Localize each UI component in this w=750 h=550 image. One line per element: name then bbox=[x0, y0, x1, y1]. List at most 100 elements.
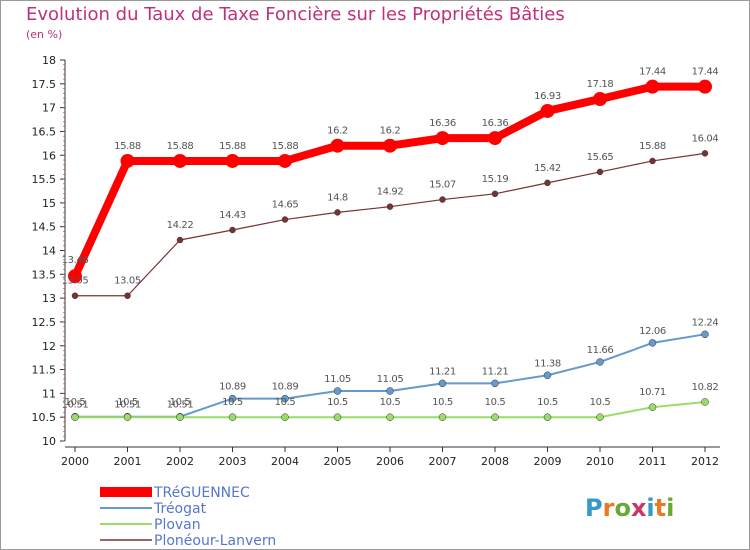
data-label-1: 12.24 bbox=[692, 317, 719, 328]
legend-label-3: Plonéour-Lanvern bbox=[154, 533, 276, 549]
data-point-0 bbox=[435, 131, 450, 146]
data-point-1 bbox=[281, 394, 289, 403]
data-label-3: 15.07 bbox=[429, 180, 456, 191]
data-point-0 bbox=[68, 269, 82, 284]
data-point-1 bbox=[596, 358, 604, 366]
data-label-2: 10.5 bbox=[380, 397, 401, 408]
data-point-2 bbox=[701, 398, 709, 406]
data-label-3: 15.88 bbox=[639, 141, 666, 152]
y-tick-label: 15 bbox=[42, 197, 56, 210]
x-tick-label: 2006 bbox=[376, 455, 404, 468]
data-label-1: 11.05 bbox=[377, 374, 404, 385]
logo-letter: x bbox=[631, 494, 647, 522]
data-label-2: 10.5 bbox=[222, 397, 243, 408]
data-label-1: 10.51 bbox=[114, 400, 141, 411]
data-label-3: 16.04 bbox=[692, 133, 719, 144]
data-label-1: 10.51 bbox=[167, 400, 194, 411]
y-tick-label: 14 bbox=[42, 245, 56, 258]
data-label-2: 10.71 bbox=[639, 387, 666, 398]
data-label-0: 17.44 bbox=[639, 67, 666, 78]
x-tick-label: 2007 bbox=[429, 455, 457, 468]
x-tick-label: 2012 bbox=[691, 455, 719, 468]
legend-label-0: TRéGUENNEC bbox=[153, 485, 250, 501]
data-point-0 bbox=[225, 153, 240, 168]
data-point-3 bbox=[334, 209, 341, 216]
data-point-3 bbox=[229, 226, 236, 234]
data-point-0 bbox=[278, 153, 292, 168]
data-label-1: 11.21 bbox=[429, 366, 456, 377]
data-label-0: 17.18 bbox=[587, 79, 614, 90]
data-point-0 bbox=[120, 153, 135, 168]
data-label-0: 16.36 bbox=[429, 118, 456, 129]
data-label-2: 10.5 bbox=[485, 397, 506, 408]
data-label-1: 10.89 bbox=[272, 382, 299, 393]
data-point-3 bbox=[701, 150, 709, 157]
data-point-2 bbox=[228, 413, 237, 421]
y-tick-label: 17 bbox=[42, 102, 56, 115]
data-label-0: 16.36 bbox=[482, 118, 509, 129]
chart-title: Evolution du Taux de Taxe Foncière sur l… bbox=[26, 4, 565, 25]
data-label-0: 16.93 bbox=[534, 91, 561, 102]
y-tick-label: 10 bbox=[42, 435, 56, 448]
data-point-1 bbox=[228, 394, 237, 403]
y-axis-unit-label: (en %) bbox=[26, 28, 63, 41]
data-label-1: 11.66 bbox=[587, 345, 614, 356]
logo-letter: r bbox=[603, 494, 615, 522]
data-point-1 bbox=[701, 330, 709, 339]
data-point-3 bbox=[439, 196, 446, 203]
data-point-1 bbox=[648, 339, 657, 347]
y-tick-label: 13 bbox=[42, 292, 56, 305]
data-point-3 bbox=[596, 168, 604, 176]
x-tick-label: 2000 bbox=[61, 455, 89, 468]
data-point-2 bbox=[386, 413, 394, 421]
data-label-3: 14.92 bbox=[377, 187, 404, 198]
data-point-3 bbox=[281, 216, 289, 223]
data-point-2 bbox=[71, 413, 79, 421]
x-tick-label: 2010 bbox=[586, 455, 614, 468]
data-point-1 bbox=[386, 387, 394, 395]
data-label-1: 10.89 bbox=[219, 382, 246, 393]
data-label-1: 11.05 bbox=[324, 374, 351, 385]
data-label-3: 14.65 bbox=[272, 200, 299, 211]
data-point-3 bbox=[649, 157, 656, 165]
y-tick-label: 16.5 bbox=[32, 125, 57, 138]
data-label-0: 15.88 bbox=[167, 141, 194, 152]
data-label-2: 10.5 bbox=[275, 397, 296, 408]
data-label-2: 10.5 bbox=[170, 397, 191, 408]
x-tick-label: 2004 bbox=[271, 455, 299, 468]
data-point-2 bbox=[176, 413, 184, 421]
data-point-0 bbox=[173, 153, 187, 168]
data-label-0: 16.2 bbox=[327, 126, 348, 137]
data-point-3 bbox=[176, 236, 184, 244]
x-tick-label: 2001 bbox=[114, 455, 142, 468]
data-label-3: 14.43 bbox=[219, 210, 246, 221]
data-point-1 bbox=[543, 371, 552, 380]
data-label-3: 15.65 bbox=[587, 152, 614, 163]
legend-label-1: Tréogat bbox=[153, 501, 207, 517]
data-point-0 bbox=[383, 138, 397, 153]
data-label-2: 10.5 bbox=[537, 397, 558, 408]
legend-label-2: Plovan bbox=[154, 517, 201, 533]
data-point-3 bbox=[491, 190, 499, 198]
y-tick-label: 17.5 bbox=[32, 78, 57, 91]
logo-letter: t bbox=[655, 494, 666, 522]
data-point-2 bbox=[648, 403, 657, 411]
y-tick-label: 12.5 bbox=[32, 316, 57, 329]
x-tick-label: 2005 bbox=[324, 455, 352, 468]
data-point-2 bbox=[543, 413, 552, 421]
data-label-1: 12.06 bbox=[639, 326, 666, 337]
data-label-0: 15.88 bbox=[114, 141, 141, 152]
data-label-3: 14.8 bbox=[327, 192, 348, 203]
y-tick-label: 12 bbox=[42, 340, 56, 353]
logo-letter: i bbox=[666, 494, 674, 522]
data-label-2: 10.82 bbox=[692, 382, 719, 393]
data-point-0 bbox=[698, 79, 712, 94]
data-label-3: 15.42 bbox=[534, 163, 561, 174]
data-point-1 bbox=[491, 379, 499, 388]
data-point-1 bbox=[333, 387, 342, 395]
data-label-2: 10.5 bbox=[590, 397, 611, 408]
y-tick-label: 13.5 bbox=[32, 268, 57, 281]
data-point-2 bbox=[596, 413, 604, 421]
data-label-2: 10.5 bbox=[432, 397, 453, 408]
